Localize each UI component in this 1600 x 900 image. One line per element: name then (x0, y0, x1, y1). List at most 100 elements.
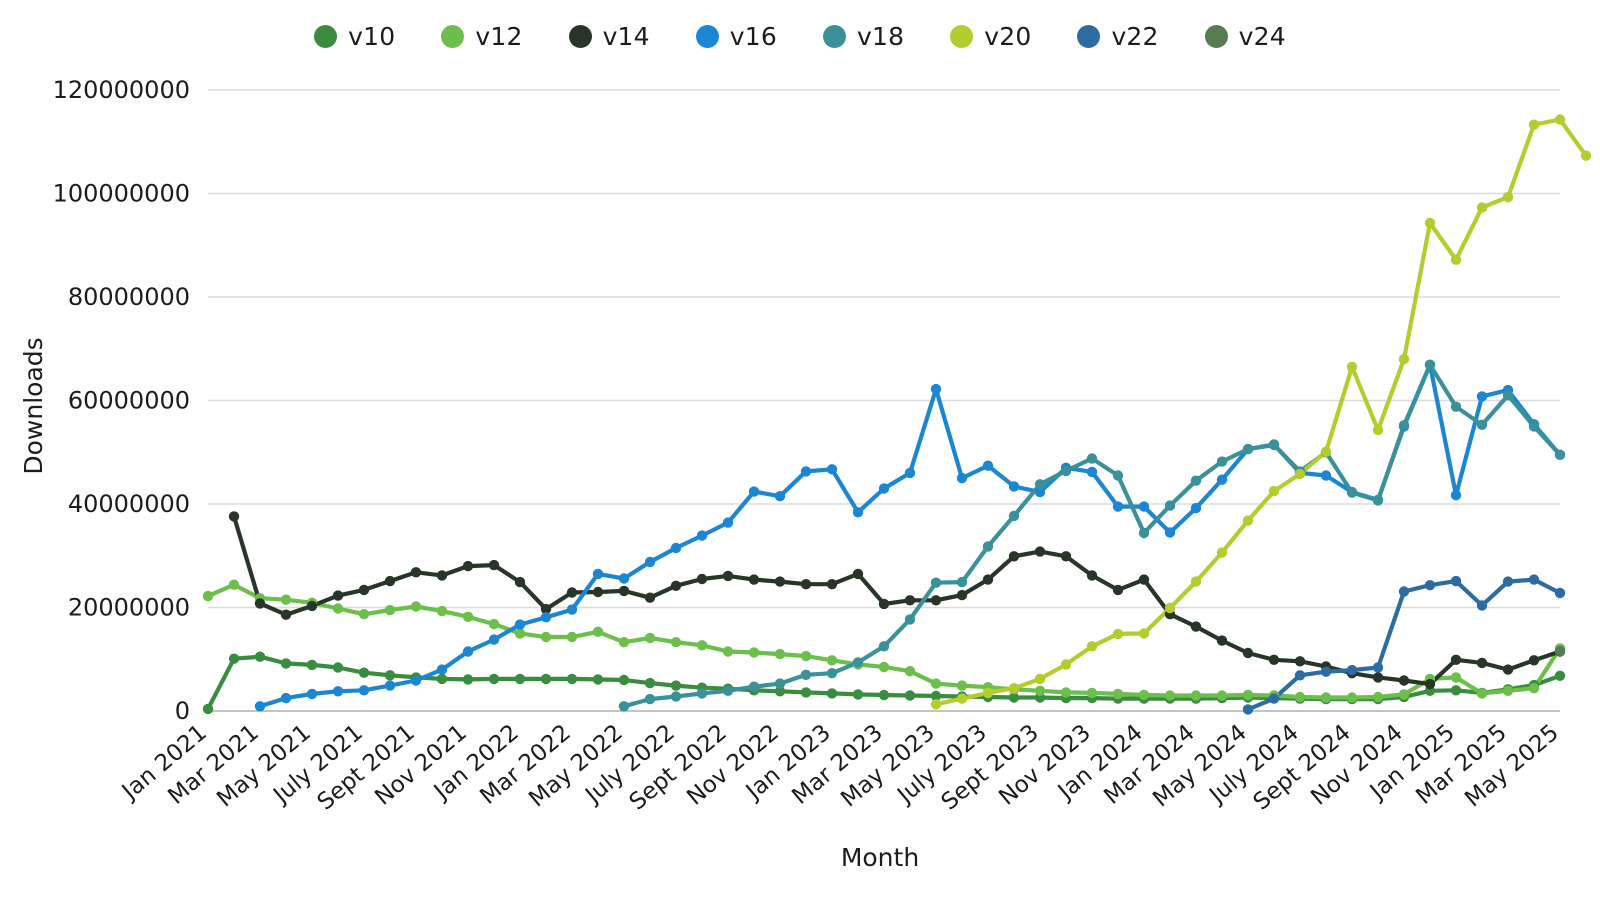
series-point-v12 (566, 631, 578, 643)
y-tick-label: 20000000 (68, 594, 190, 622)
series-point-v10 (280, 658, 292, 669)
series-point-v20 (1164, 602, 1176, 614)
series-point-v14 (566, 587, 578, 598)
series-point-v18 (852, 657, 864, 668)
series-point-v10 (436, 673, 448, 685)
series-point-v14 (800, 579, 812, 590)
series-point-v18 (1034, 479, 1046, 490)
series-point-v20 (1294, 468, 1306, 480)
series-point-v18 (670, 691, 682, 702)
series-point-v12 (488, 618, 500, 630)
series-point-v14 (1450, 654, 1462, 665)
series-point-v14 (1034, 546, 1046, 557)
series-point-v14 (1476, 657, 1488, 669)
series-point-v16 (1034, 486, 1046, 498)
series-point-v10 (332, 662, 344, 673)
series-point-v20 (1138, 628, 1150, 639)
series-point-v22 (1476, 600, 1488, 611)
series-point-v14 (540, 603, 552, 615)
y-tick-label: 120000000 (53, 76, 190, 104)
legend-item-label: v18 (857, 22, 905, 51)
series-point-v10 (774, 686, 786, 697)
series-point-v22 (1554, 587, 1566, 599)
series-point-v20 (1424, 217, 1436, 229)
legend-item-v12[interactable]: v12 (441, 22, 522, 51)
series-point-v20 (1502, 191, 1514, 203)
legend-swatch-icon (568, 25, 592, 48)
series-point-v18 (1372, 495, 1384, 506)
series-point-v10 (878, 689, 890, 701)
series-point-v20 (1346, 361, 1358, 373)
legend-item-v16[interactable]: v16 (695, 22, 777, 51)
series-point-v10 (566, 673, 578, 685)
series-lines (205, 117, 1589, 712)
series-point-v18 (748, 681, 760, 692)
series-point-v16 (1008, 481, 1020, 492)
series-point-v14 (1268, 654, 1280, 665)
series-point-v14 (1138, 574, 1150, 585)
y-tick-label: 80000000 (68, 283, 190, 311)
legend-item-label: v12 (475, 22, 523, 51)
series-point-v12 (1528, 683, 1540, 694)
series-point-v16 (1216, 474, 1228, 485)
series-point-v12 (1086, 687, 1098, 699)
series-point-v18 (618, 701, 630, 712)
series-point-v18 (982, 541, 994, 552)
series-point-v20 (1242, 515, 1254, 526)
series-point-v12 (1372, 691, 1384, 703)
series-point-v16 (254, 701, 266, 712)
series-point-v16 (722, 517, 734, 528)
series-point-v16 (956, 472, 968, 484)
series-point-v14 (1190, 621, 1202, 632)
series-point-v18 (1554, 449, 1566, 460)
series-point-v16 (904, 467, 916, 479)
legend-item-v22[interactable]: v22 (1077, 22, 1158, 51)
series-point-v10 (358, 667, 370, 678)
series-point-v12 (800, 650, 812, 662)
legend-item-v10[interactable]: v10 (314, 22, 395, 51)
legend-item-label: v16 (729, 22, 777, 51)
series-point-v12 (592, 626, 604, 637)
legend-item-v18[interactable]: v18 (823, 22, 904, 51)
legend-item-label: v10 (348, 22, 396, 51)
series-point-v16 (306, 688, 318, 700)
legend-swatch-icon (950, 25, 974, 48)
series-point-v14 (514, 576, 526, 588)
series-point-v14 (930, 595, 942, 606)
series-point-v14 (228, 511, 240, 522)
series-point-v16 (982, 460, 994, 471)
series-point-v18 (1268, 439, 1280, 451)
series-point-v12 (1502, 685, 1514, 696)
series-point-v20 (1190, 576, 1202, 587)
legend-swatch-icon (823, 25, 846, 48)
series-point-v18 (644, 693, 656, 705)
series-point-v16 (800, 466, 812, 477)
series-point-v12 (722, 646, 734, 657)
y-tick-label: 100000000 (53, 180, 190, 208)
series-point-v14 (696, 573, 708, 585)
series-point-v10 (644, 677, 656, 689)
legend-swatch-icon (1077, 25, 1101, 48)
series-point-v20 (956, 693, 968, 704)
legend-item-v24[interactable]: v24 (1204, 22, 1286, 51)
series-point-v18 (826, 668, 838, 679)
series-point-v12 (202, 590, 214, 602)
series-point-v16 (280, 692, 292, 704)
series-point-v12 (1060, 687, 1072, 698)
series-point-v12 (1346, 692, 1358, 703)
series-point-v18 (1424, 359, 1436, 370)
series-point-v12 (956, 680, 968, 691)
legend-item-v14[interactable]: v14 (568, 22, 650, 51)
series-point-v12 (904, 666, 916, 677)
series-point-v18 (774, 678, 786, 689)
series-point-v12 (1450, 672, 1462, 683)
series-point-v22 (1242, 704, 1254, 715)
series-point-v14 (722, 570, 734, 582)
series-point-v16 (774, 491, 786, 502)
series-point-v18 (1190, 475, 1202, 486)
series-point-v16 (1164, 527, 1176, 538)
series-point-v14 (670, 580, 682, 591)
series-point-v16 (1138, 501, 1150, 512)
legend-item-v20[interactable]: v20 (950, 22, 1031, 51)
series-point-v20 (1034, 673, 1046, 685)
